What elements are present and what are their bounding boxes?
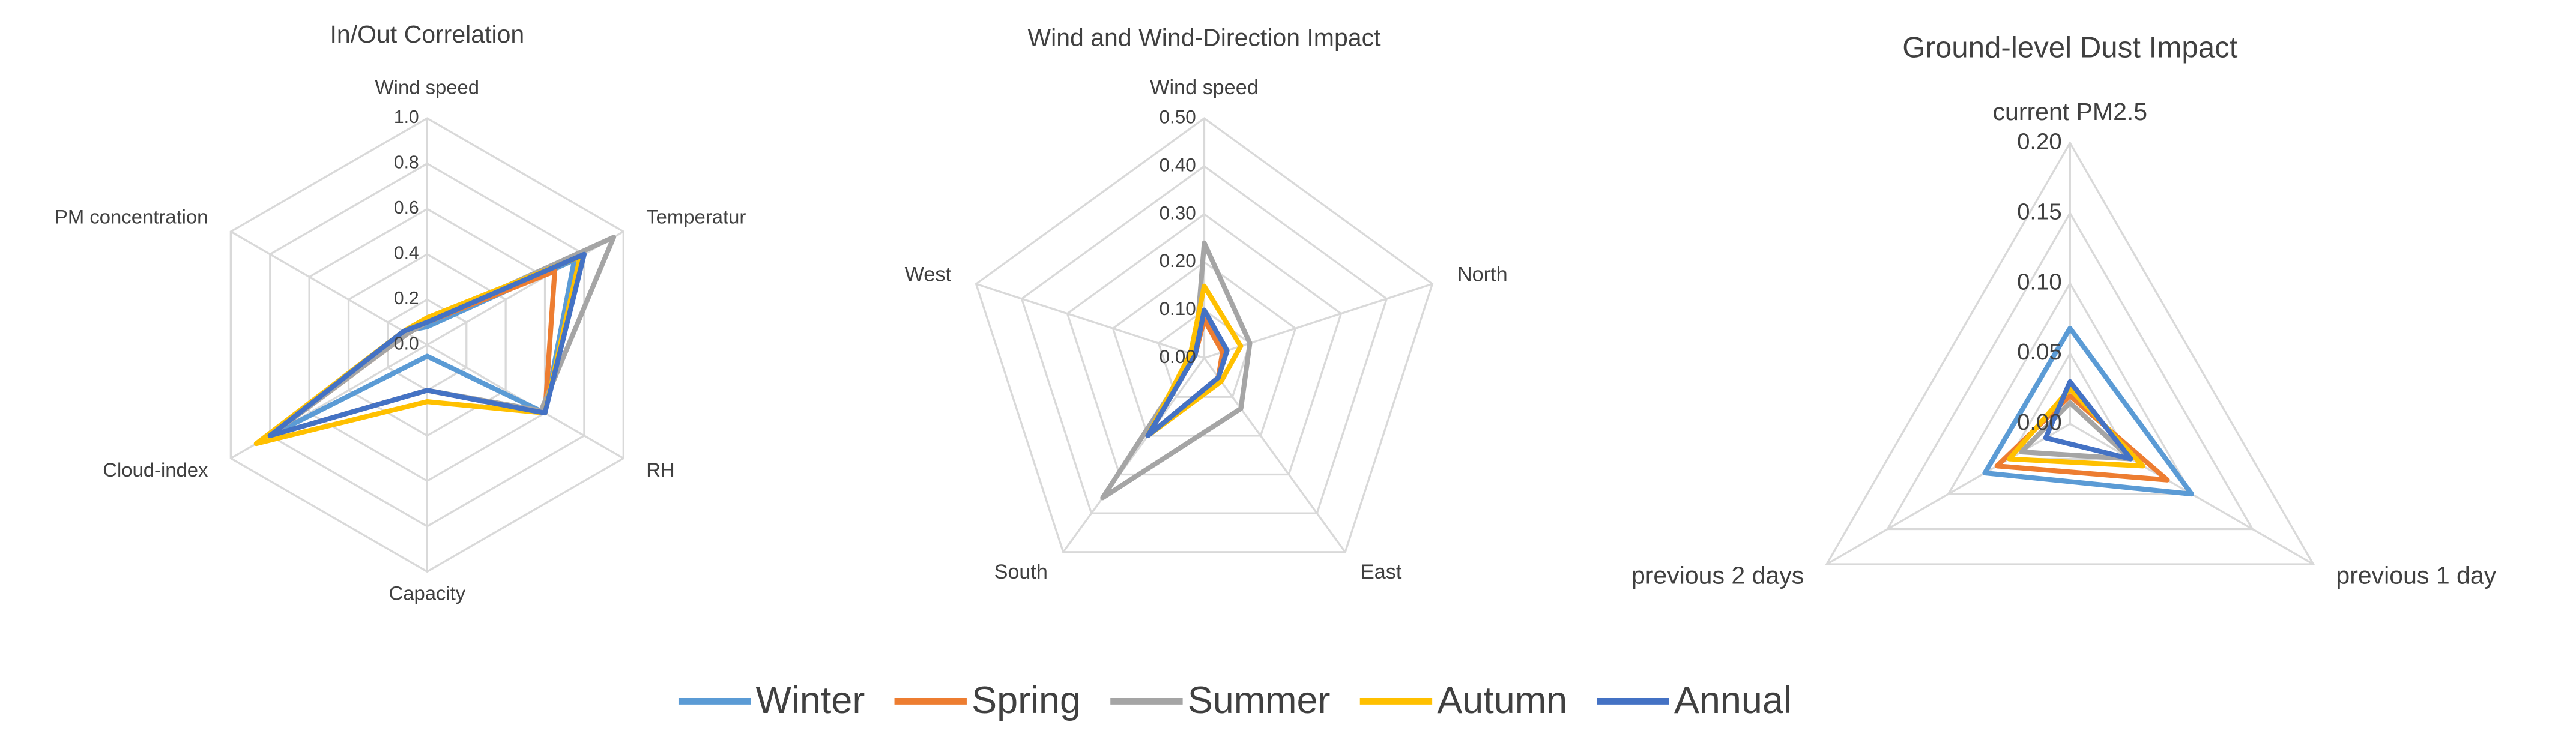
legend-label: Summer xyxy=(1188,679,1331,721)
grid-line xyxy=(1020,165,1388,514)
grid-line xyxy=(1825,140,2315,565)
series-line xyxy=(1982,325,2195,497)
series-line xyxy=(1145,307,1230,439)
y-tick-label: 0.8 xyxy=(394,153,419,173)
axis-label: previous 2 days xyxy=(1631,562,1804,589)
series-line xyxy=(2019,400,2133,462)
y-tick-label: 0.20 xyxy=(2017,128,2062,154)
legend-label: Winter xyxy=(756,679,865,721)
spoke xyxy=(426,230,624,346)
axis-label: current PM2.5 xyxy=(1993,98,2148,125)
y-tick-label: 0.05 xyxy=(2017,339,2062,365)
y-tick-label: 1.0 xyxy=(394,107,419,127)
spoke xyxy=(1826,423,2071,565)
chart-title: In/Out Correlation xyxy=(330,20,524,48)
y-tick-label: 0.00 xyxy=(1160,346,1196,367)
legend-label: Autumn xyxy=(1437,679,1567,721)
y-tick-label: 0.0 xyxy=(394,334,419,354)
grid-line xyxy=(1111,260,1297,437)
grid-line xyxy=(2007,351,2133,460)
y-tick-label: 0.15 xyxy=(2017,199,2062,224)
axis-label: Temperatur xyxy=(646,206,746,228)
y-tick-label: 0.00 xyxy=(2017,409,2062,435)
y-tick-label: 0.20 xyxy=(1160,250,1196,271)
y-tick-label: 0.4 xyxy=(394,244,419,263)
series-line xyxy=(2043,379,2133,462)
spoke xyxy=(976,283,1205,359)
axis-label: South xyxy=(994,561,1048,583)
axis-label: Wind speed xyxy=(375,76,479,98)
grid-line xyxy=(1066,212,1343,476)
axis-label: PM concentration xyxy=(55,206,208,228)
axis-label: East xyxy=(1361,561,1402,583)
y-tick-label: 0.50 xyxy=(1160,107,1196,128)
y-tick-label: 0.10 xyxy=(2017,269,2062,295)
spoke xyxy=(1062,357,1205,553)
spoke xyxy=(230,230,428,346)
chart-title: Wind and Wind-Direction Impact xyxy=(1027,24,1381,52)
grid-line xyxy=(975,117,1434,553)
axis-label: previous 1 day xyxy=(2336,562,2496,589)
axis-label: North xyxy=(1457,263,1508,286)
chart-title: Ground-level Dust Impact xyxy=(1902,31,2238,64)
series-line xyxy=(267,251,587,438)
y-tick-label: 0.30 xyxy=(1160,202,1196,223)
axis-label: West xyxy=(905,263,952,286)
grid-line xyxy=(1946,281,2194,495)
grid-line xyxy=(1885,211,2255,531)
axis-label: Cloud-index xyxy=(103,459,208,481)
y-tick-label: 0.40 xyxy=(1160,154,1196,175)
axis-label: Capacity xyxy=(389,582,465,604)
legend-label: Spring xyxy=(972,679,1081,721)
y-tick-label: 0.2 xyxy=(394,289,419,308)
axis-label: RH xyxy=(646,459,674,481)
y-tick-label: 0.6 xyxy=(394,198,419,218)
y-tick-label: 0.10 xyxy=(1160,298,1196,319)
legend-label: Annual xyxy=(1674,679,1792,721)
spoke xyxy=(1203,357,1346,553)
axis-label: Wind speed xyxy=(1150,76,1259,99)
